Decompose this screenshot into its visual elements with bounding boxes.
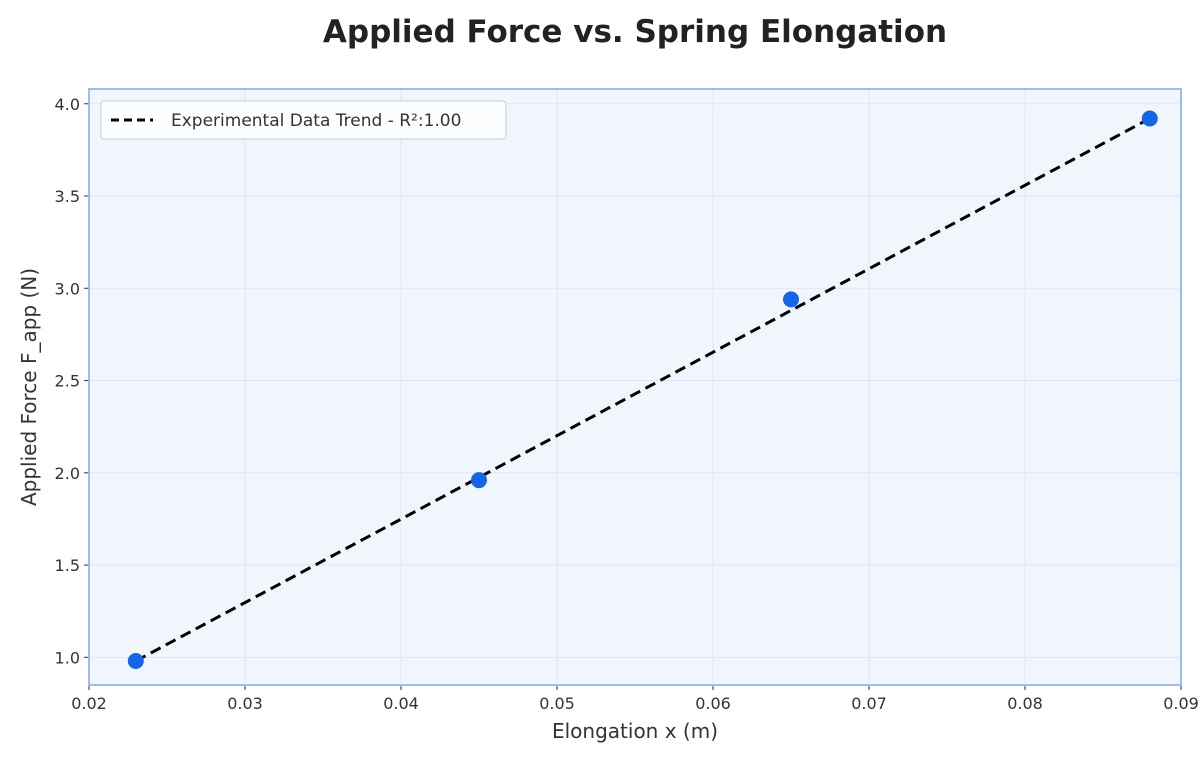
plot-area [89,89,1181,685]
x-tick-label: 0.02 [71,694,107,713]
x-tick-label: 0.04 [383,694,419,713]
y-tick-label: 1.5 [55,556,80,575]
legend-box [100,100,507,140]
data-point [1141,110,1158,127]
y-tick-label: 4.0 [55,95,80,114]
x-tick-label: 0.03 [227,694,263,713]
y-tick-label: 2.5 [55,372,80,391]
y-tick-label: 3.5 [55,187,80,206]
x-tick-label: 0.07 [851,694,887,713]
x-tick-label: 0.06 [695,694,731,713]
legend: Experimental Data Trend - R²:1.00 [100,100,507,140]
y-axis-label: Applied Force F_app (N) [17,268,41,506]
x-axis-label: Elongation x (m) [552,719,718,743]
data-point [471,472,487,489]
x-axis-ticks: 0.02 0.03 0.04 0.05 0.06 0.07 0.08 0.09 [71,685,1199,713]
data-point [783,291,799,308]
y-tick-label: 1.0 [55,648,80,667]
data-point [127,653,144,670]
series-layer [127,110,1158,670]
y-tick-label: 3.0 [55,279,80,298]
grid-lines [88,89,1182,685]
chart-title: Applied Force vs. Spring Elongation [323,14,947,50]
plot-border [88,88,1182,686]
x-tick-label: 0.05 [539,694,575,713]
y-axis-ticks: 1.0 1.5 2.0 2.5 3.0 3.5 4.0 [55,95,89,667]
x-tick-label: 0.08 [1007,694,1043,713]
x-tick-label: 0.09 [1163,694,1199,713]
trend-line [135,117,1151,663]
legend-label: Experimental Data Trend - R²:1.00 [171,111,461,131]
y-tick-label: 2.0 [55,464,80,483]
